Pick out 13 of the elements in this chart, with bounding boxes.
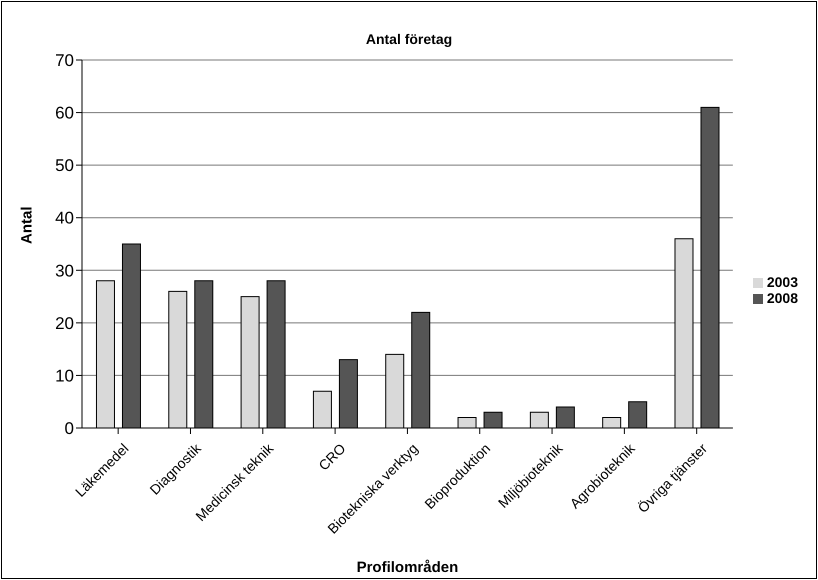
y-tick-label: 0 — [64, 419, 74, 438]
x-axis-title: Profilområden — [356, 559, 458, 576]
legend-label: 2008 — [766, 290, 798, 306]
y-tick-label: 50 — [55, 156, 74, 176]
y-tick-label: 60 — [55, 104, 74, 123]
y-tick-label: 20 — [55, 314, 74, 333]
legend-label: 2003 — [766, 274, 798, 290]
chart-title: Antal företag — [364, 31, 454, 47]
y-axis-title: Antal — [18, 206, 36, 244]
y-tick-label: 30 — [55, 261, 74, 280]
y-tick-label: 40 — [55, 208, 74, 228]
y-tick-label: 10 — [55, 366, 74, 386]
y-tick-label: 70 — [55, 51, 74, 70]
